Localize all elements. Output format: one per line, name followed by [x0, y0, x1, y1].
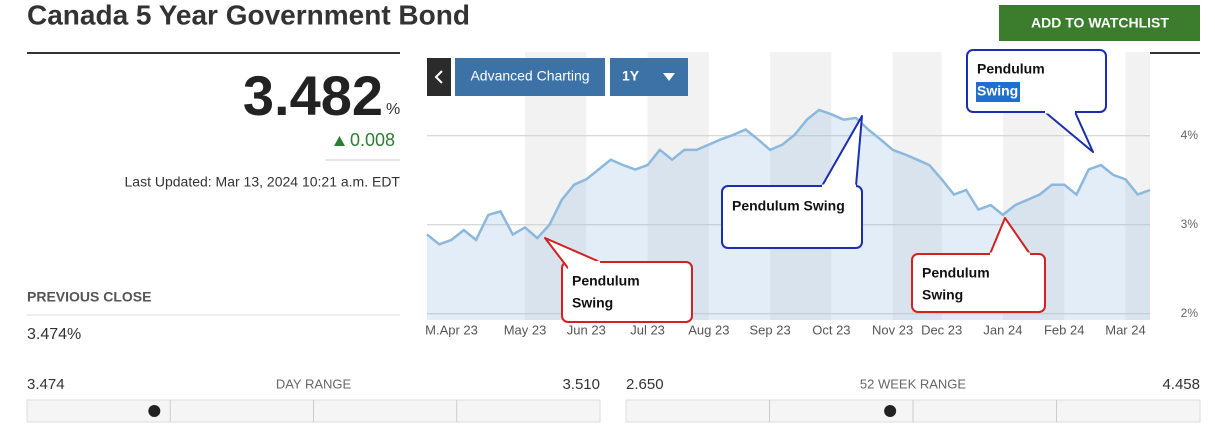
range-high: 4.458 — [1162, 376, 1200, 393]
x-tick-label: Feb 24 — [1044, 322, 1084, 337]
callout-text: Pendulum — [977, 61, 1045, 77]
y-tick-label: 3% — [1181, 217, 1199, 231]
range-dot — [884, 405, 897, 417]
callout: Pendulum Swing — [911, 217, 1046, 313]
callout: Pendulum Swing — [721, 115, 863, 249]
previous-close-label: PREVIOUS CLOSE — [27, 289, 151, 305]
callout-box — [911, 253, 1046, 313]
x-tick-label: Mar 24 — [1105, 322, 1145, 337]
x-tick-label: Nov 23 — [872, 322, 913, 337]
x-tick-label: May 23 — [504, 322, 547, 337]
back-button[interactable] — [427, 58, 451, 96]
x-tick-label: Jan 24 — [983, 322, 1022, 337]
callout-box — [721, 185, 863, 249]
range-low: 2.650 — [626, 376, 664, 393]
change: 0.008 — [350, 130, 395, 150]
period-button[interactable] — [610, 58, 688, 96]
range-low: 3.474 — [27, 376, 65, 393]
back-icon[interactable] — [434, 70, 443, 84]
callout-box — [561, 261, 693, 323]
price: 3.482 — [243, 64, 383, 127]
callout-text: Swing — [977, 83, 1018, 99]
range-dot — [148, 405, 161, 417]
x-tick-label: Aug 23 — [688, 322, 729, 337]
page-title: Canada 5 Year Government Bond — [27, 0, 470, 30]
callout: Pendulum Swing — [544, 237, 693, 323]
period-label[interactable]: 1Y — [622, 68, 640, 84]
range-label: DAY RANGE — [276, 376, 352, 391]
callout-text: Pendulum Swing — [732, 198, 845, 214]
callout-text: Pendulum — [922, 265, 990, 281]
watchlist-button[interactable] — [999, 5, 1200, 41]
x-tick-label: Oct 23 — [812, 322, 850, 337]
range-label: 52 WEEK RANGE — [860, 376, 967, 391]
callout-text: Swing — [572, 295, 613, 311]
up-arrow — [334, 136, 345, 146]
price-unit: % — [386, 101, 400, 118]
callout-box — [966, 49, 1107, 113]
callout-text: Swing — [922, 287, 963, 303]
advanced-button[interactable] — [455, 58, 605, 96]
line — [426, 108, 1151, 246]
x-tick-label: Sep 23 — [750, 322, 791, 337]
selection-highlight — [976, 82, 1020, 102]
callout-text: Pendulum — [572, 273, 640, 289]
y-tick-label: 4% — [1181, 128, 1199, 142]
y-tick-label: 2% — [1181, 306, 1199, 320]
x-tick-label: Jun 23 — [567, 322, 606, 337]
dropdown-icon[interactable] — [663, 73, 675, 81]
previous-close: 3.474% — [27, 326, 81, 343]
callout: Pendulum Swing — [966, 49, 1107, 153]
range-high: 3.510 — [562, 376, 600, 393]
x-tick-label: Jul 23 — [630, 322, 665, 337]
advanced-label[interactable]: Advanced Charting — [470, 68, 589, 84]
x-tick-label: M.Apr 23 — [425, 322, 478, 337]
callout-seam — [567, 260, 601, 270]
last-updated: Last Updated: Mar 13, 2024 10:21 a.m. ED… — [125, 174, 401, 190]
watchlist-button-label[interactable]: ADD TO WATCHLIST — [1031, 15, 1169, 31]
x-tick-label: Dec 23 — [921, 322, 962, 337]
